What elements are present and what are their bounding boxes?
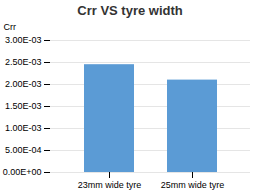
svg-text:5.00E-04: 5.00E-04 bbox=[5, 145, 42, 155]
svg-text:23mm wide tyre: 23mm wide tyre bbox=[78, 180, 142, 190]
svg-text:1.50E-03: 1.50E-03 bbox=[5, 101, 42, 111]
svg-text:1.00E-03: 1.00E-03 bbox=[5, 123, 42, 133]
svg-text:0.00E+00: 0.00E+00 bbox=[3, 167, 42, 177]
svg-text:25mm wide tyre: 25mm wide tyre bbox=[161, 180, 225, 190]
svg-text:3.00E-03: 3.00E-03 bbox=[5, 35, 42, 45]
html-text:Crr VS tyre width: Crr VS tyre width bbox=[77, 3, 183, 18]
svg-text:2.00E-03: 2.00E-03 bbox=[5, 79, 42, 89]
svg-text:Crr: Crr bbox=[4, 22, 17, 32]
svg-text:2.50E-03: 2.50E-03 bbox=[5, 57, 42, 67]
